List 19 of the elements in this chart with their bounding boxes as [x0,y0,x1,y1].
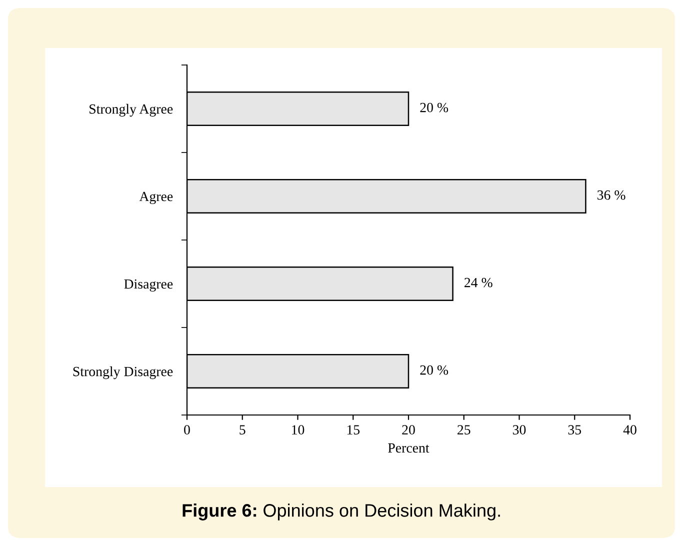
x-tick-label: 15 [347,425,360,434]
x-axis-title: Percent [388,443,430,453]
y-tick-label: Strongly Agree [90,104,173,117]
y-tick-label: Agree [139,192,173,204]
data-label: 20 % [420,365,448,375]
x-tick-label: 25 [458,425,470,434]
x-tick-label: 10 [292,425,304,434]
x-tick-label: 30 [512,425,526,434]
data-label: 36 % [597,190,626,200]
y-tick-label: Disagree [124,279,173,292]
x-tick-label: 35 [568,425,582,434]
caption: Figure 6: Opinions on Decision Making. [182,504,500,520]
x-tick-label: 5 [240,425,246,434]
y-tick-label: Strongly Disagree [73,366,173,380]
x-tick-label: 40 [623,425,636,434]
x-tick-label: 20 [402,425,415,434]
x-tick-label: 0 [184,425,190,434]
data-label: 20 % [420,102,448,112]
data-label: 24 % [464,278,492,288]
